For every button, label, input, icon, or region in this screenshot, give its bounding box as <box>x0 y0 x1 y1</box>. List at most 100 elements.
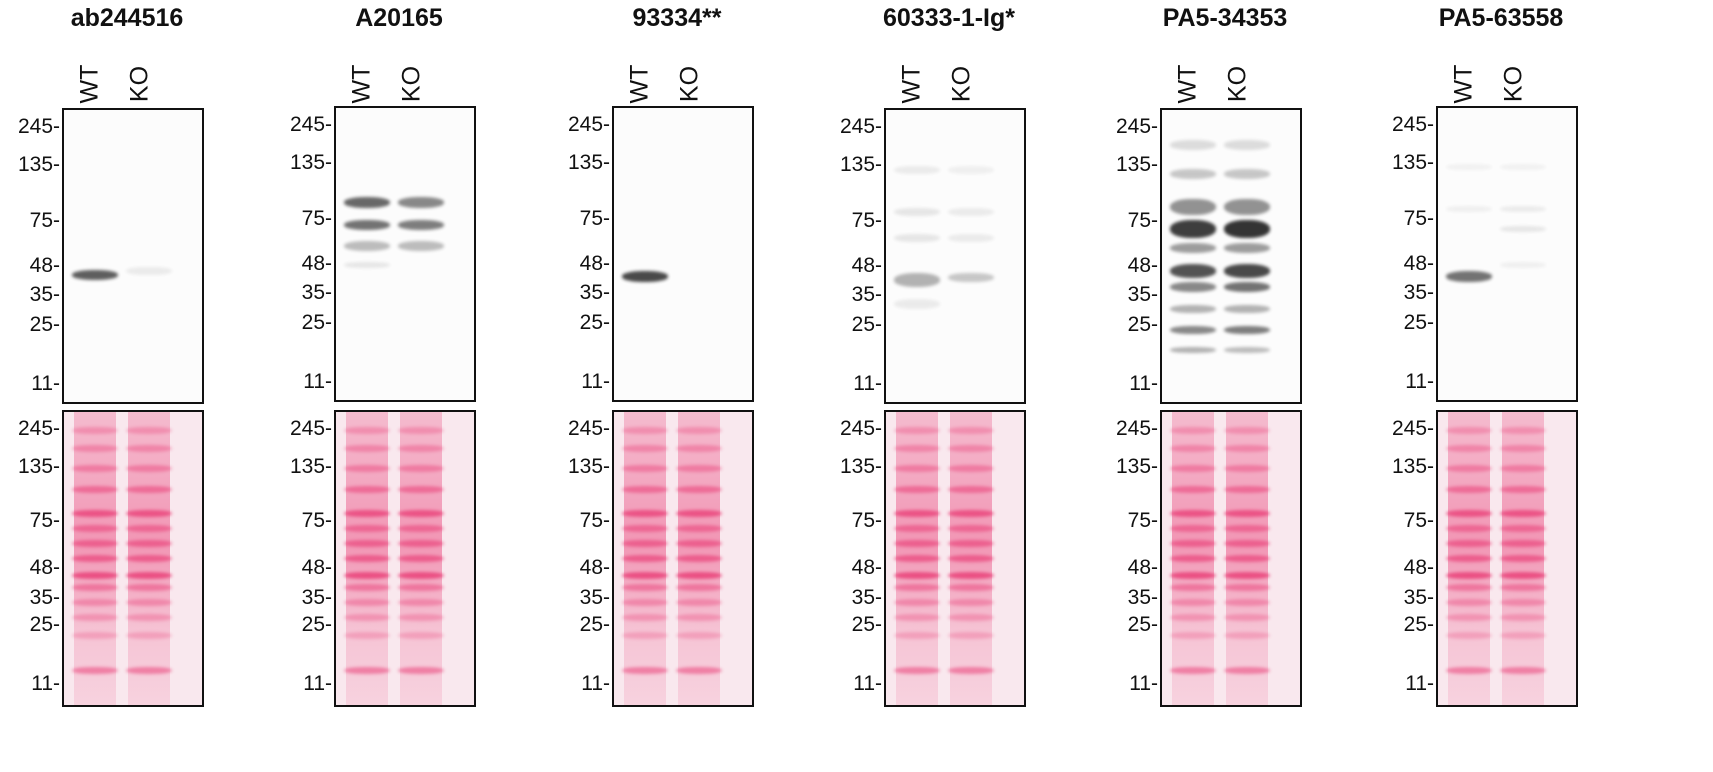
mw-marker-label: 135- <box>839 455 882 479</box>
protein-band <box>344 220 390 231</box>
stain-band <box>894 554 940 562</box>
protein-band <box>1224 263 1270 278</box>
stain-band <box>622 554 668 562</box>
stain-band <box>622 465 668 473</box>
stain-band <box>344 510 390 517</box>
protein-band <box>1170 243 1216 254</box>
stain-band <box>72 631 118 639</box>
stain-band <box>72 667 118 675</box>
stain-band <box>1500 613 1546 621</box>
stain-band <box>398 572 444 580</box>
protein-band <box>1170 219 1216 238</box>
protein-band <box>1500 226 1546 233</box>
mw-marker-label: 135- <box>289 151 332 175</box>
stain-band <box>1224 584 1270 592</box>
stain-band <box>622 599 668 607</box>
stain-band <box>1446 465 1492 473</box>
stain-band <box>894 539 940 547</box>
stain-band <box>1500 524 1546 532</box>
stain-band <box>1500 631 1546 639</box>
stain-band <box>398 426 444 434</box>
lane-ko <box>948 110 994 402</box>
mw-marker-label: 245- <box>1391 112 1434 136</box>
stain-band <box>1224 510 1270 517</box>
mw-marker-label: 11- <box>1405 672 1434 696</box>
protein-band <box>894 299 940 310</box>
protein-band <box>1500 205 1546 212</box>
lane-ko <box>126 110 172 402</box>
stain-band <box>398 486 444 494</box>
mw-marker-label: 48- <box>1127 253 1158 277</box>
mw-marker-label: 25- <box>29 313 60 337</box>
mw-marker-label: 35- <box>1127 586 1158 610</box>
stain-band <box>676 426 722 434</box>
stain-band <box>72 486 118 494</box>
ponceau-stain-image <box>1160 410 1302 707</box>
mw-marker-label: 25- <box>1403 311 1434 335</box>
protein-band <box>1224 219 1270 238</box>
antibody-title: 60333-1-Ig* <box>882 4 1016 32</box>
stain-band <box>1224 599 1270 607</box>
stain-band <box>1446 667 1492 675</box>
stain-band <box>72 584 118 592</box>
protein-band <box>1170 139 1216 150</box>
stain-band <box>948 539 994 547</box>
stain-band <box>1446 584 1492 592</box>
stain-band <box>894 599 940 607</box>
antibody-title: ab244516 <box>70 4 184 32</box>
stain-band <box>676 631 722 639</box>
mw-marker-label: 48- <box>29 556 60 580</box>
stain-band <box>676 510 722 517</box>
stain-band <box>1224 667 1270 675</box>
protein-band <box>948 234 994 243</box>
mw-marker-label: 75- <box>1127 209 1158 233</box>
protein-band <box>894 272 940 287</box>
protein-band <box>1224 169 1270 180</box>
mw-marker-label: 135- <box>17 455 60 479</box>
stain-band <box>398 465 444 473</box>
mw-marker-label: 245- <box>289 416 332 440</box>
protein-band <box>72 269 118 280</box>
mw-marker-label: 25- <box>851 612 882 636</box>
protein-band <box>1224 281 1270 292</box>
mw-marker-label: 75- <box>1403 207 1434 231</box>
lane-label-wt: WT <box>1173 64 1202 104</box>
stain-band <box>1170 584 1216 592</box>
stain-band <box>894 613 940 621</box>
lane-label-ko: KO <box>125 65 154 103</box>
lane-wt <box>894 110 940 402</box>
lane-wt <box>1446 108 1492 400</box>
ponceau-lane <box>1500 412 1546 705</box>
mw-marker-label: 245- <box>17 114 60 138</box>
stain-band <box>1500 539 1546 547</box>
mw-marker-label: 11- <box>31 372 60 396</box>
mw-marker-label: 11- <box>581 370 610 394</box>
mw-marker-label: 48- <box>1127 556 1158 580</box>
stain-band <box>1170 631 1216 639</box>
antibody-panel: ab244516 WT KO 245- 135- 75- 48- 35- 25- 11- 245- 1… <box>0 0 260 772</box>
stain-band <box>126 486 172 494</box>
stain-band <box>1170 613 1216 621</box>
mw-marker-label: 75- <box>851 508 882 532</box>
ponceau-lane <box>894 412 940 705</box>
mw-marker-label: 135- <box>839 153 882 177</box>
ponceau-lane <box>1170 412 1216 705</box>
stain-band <box>72 426 118 434</box>
protein-band <box>1500 261 1546 268</box>
protein-band <box>1446 164 1492 171</box>
stain-band <box>398 524 444 532</box>
ponceau-lane <box>344 412 390 705</box>
stain-band <box>126 426 172 434</box>
stain-band <box>1170 599 1216 607</box>
mw-marker-label: 11- <box>31 672 60 696</box>
stain-band <box>1500 572 1546 580</box>
ponceau-stain-image <box>1436 410 1578 707</box>
stain-band <box>398 444 444 452</box>
stain-band <box>72 524 118 532</box>
protein-band <box>344 241 390 252</box>
mw-marker-label: 11- <box>303 672 332 696</box>
stain-band <box>622 444 668 452</box>
mw-marker-label: 48- <box>851 556 882 580</box>
stain-band <box>676 584 722 592</box>
stain-band <box>72 510 118 517</box>
